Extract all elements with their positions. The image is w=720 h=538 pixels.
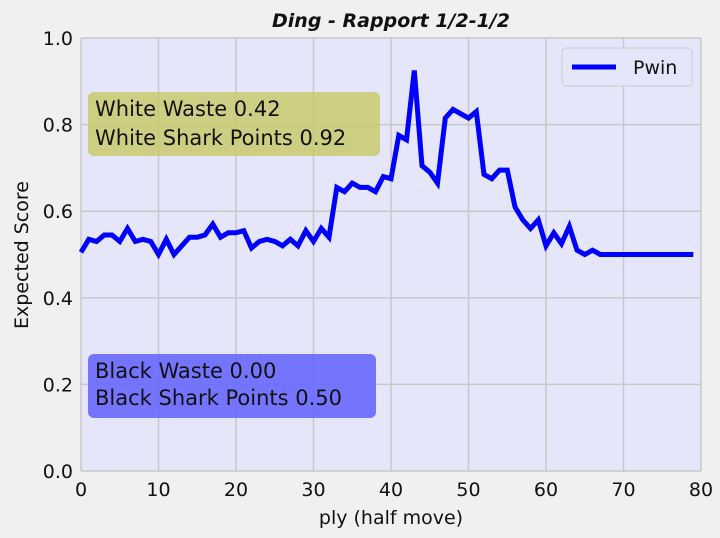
y-tick-label: 0.8: [43, 115, 73, 137]
x-tick-label: 70: [611, 479, 635, 501]
y-tick-label: 0.0: [43, 461, 73, 483]
annotation-white-line-2: White Shark Points 0.92: [95, 126, 346, 150]
annotation-black: Black Waste 0.00 Black Shark Points 0.50: [88, 354, 376, 418]
x-tick-label: 60: [534, 479, 558, 501]
series-line-pwin: [78, 70, 694, 260]
y-tick-label: 0.6: [43, 201, 73, 223]
y-tick-label: 1.0: [43, 28, 73, 50]
y-axis-label: Expected Score: [11, 181, 33, 329]
x-tick-label: 80: [689, 479, 713, 501]
x-tick-label: 20: [224, 479, 248, 501]
x-axis-label: ply (half move): [319, 507, 463, 529]
x-tick-label: 50: [456, 479, 480, 501]
annotation-black-box: [88, 354, 376, 418]
legend-label: Pwin: [633, 57, 677, 79]
legend: Pwin: [561, 47, 693, 87]
annotation-black-line-2: Black Shark Points 0.50: [95, 386, 342, 410]
y-tick-label: 0.4: [43, 288, 73, 310]
legend-box: [561, 47, 693, 87]
x-tick-label: 40: [379, 479, 403, 501]
x-tick-label: 30: [301, 479, 325, 501]
y-tick-label: 0.2: [43, 374, 73, 396]
annotation-white-box: [88, 92, 380, 156]
annotation-white-line-1: White Waste 0.42: [95, 97, 281, 121]
chart-title: Ding - Rapport 1/2-1/2: [272, 10, 510, 32]
x-tick-labels: 0 10 20 30 40 50 60 70 80: [75, 479, 713, 501]
y-tick-labels: 0.0 0.2 0.4 0.6 0.8 1.0: [43, 28, 73, 483]
annotation-black-line-1: Black Waste 0.00: [95, 359, 276, 383]
annotation-white: White Waste 0.42 White Shark Points 0.92: [88, 92, 380, 156]
x-tick-label: 10: [146, 479, 170, 501]
series-layer: [78, 70, 694, 260]
x-tick-label: 0: [75, 479, 87, 501]
